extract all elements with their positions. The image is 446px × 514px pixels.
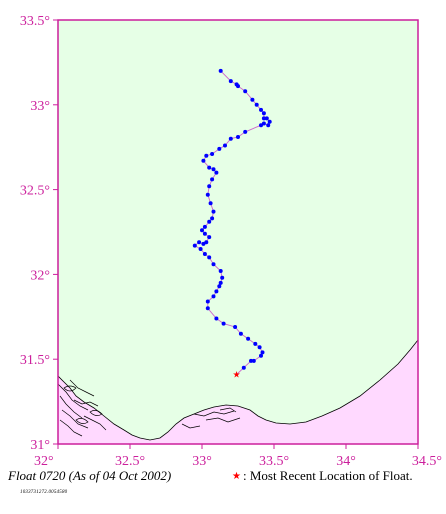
track-point — [261, 121, 266, 126]
track-point — [202, 231, 207, 236]
track-point — [210, 216, 215, 221]
track-point — [205, 299, 210, 304]
track-point — [200, 228, 204, 233]
track-point — [253, 341, 258, 346]
track-point — [192, 243, 197, 248]
track-point — [201, 241, 206, 246]
y-tick-label: 31° — [30, 438, 50, 453]
track-point — [221, 321, 226, 326]
track-point — [267, 119, 272, 124]
track-point — [260, 350, 265, 355]
track-point — [207, 219, 212, 224]
track-point — [236, 84, 240, 89]
track-point — [205, 192, 210, 197]
y-tick-label: 33° — [30, 99, 50, 114]
track-point — [261, 111, 266, 116]
land-area — [58, 340, 418, 444]
track-point — [214, 289, 219, 294]
track-point — [207, 184, 212, 189]
track-point — [241, 365, 246, 370]
track-point — [197, 240, 202, 245]
track-point — [251, 358, 256, 363]
track-point — [254, 102, 259, 107]
track-point — [259, 123, 263, 128]
y-tick-label: 33.5° — [20, 14, 50, 29]
track-point — [207, 165, 212, 170]
x-tick-label: 32.5° — [115, 454, 145, 469]
track-point — [211, 262, 216, 267]
track-point — [198, 247, 203, 251]
y-tick-label: 32.5° — [20, 184, 50, 199]
x-tick-label: 34° — [336, 454, 356, 469]
track-point — [218, 280, 223, 285]
x-tick-label: 32° — [34, 454, 54, 469]
track-point — [214, 316, 219, 321]
track-point — [238, 331, 243, 336]
track-point — [249, 358, 253, 363]
track-point — [201, 158, 206, 163]
delta-channels — [58, 379, 241, 437]
track-point — [211, 294, 216, 299]
latitude-axis: 31° 31.5° 32° 32.5° 33° 33.5° — [20, 14, 58, 453]
track-point — [205, 306, 210, 311]
track-point — [208, 201, 213, 206]
track-point — [207, 235, 212, 240]
track-point — [214, 170, 219, 175]
track-point — [228, 79, 233, 84]
track-point — [259, 353, 263, 358]
track-point — [218, 269, 223, 273]
track-point — [223, 143, 227, 148]
track-point — [264, 116, 269, 121]
track-point — [202, 224, 207, 229]
track-point — [259, 107, 263, 112]
track-point — [250, 97, 255, 102]
track-point — [233, 325, 238, 329]
legend-star-icon: ★ — [232, 471, 241, 482]
most-recent-location-marker: ★ — [233, 371, 241, 381]
track-points — [192, 68, 272, 370]
track-point — [261, 116, 266, 121]
map-frame — [57, 19, 419, 445]
longitude-axis: 32° 32.5° 33° 33.5° 34° 34.5° — [34, 444, 442, 469]
image-id-label: 1033731272.0054580 — [20, 490, 68, 495]
track-point — [204, 240, 209, 245]
track-point — [207, 255, 212, 260]
track-point — [217, 284, 222, 289]
track-point — [204, 153, 209, 158]
track-point — [246, 336, 251, 341]
y-tick-label: 32° — [30, 268, 50, 283]
x-tick-label: 34.5° — [412, 454, 442, 469]
track-point — [211, 167, 216, 172]
track-point — [266, 123, 271, 128]
track-point — [217, 146, 222, 151]
track-point — [202, 252, 207, 256]
track-point — [228, 136, 233, 141]
y-tick-label: 31.5° — [20, 353, 50, 368]
track-point — [220, 275, 225, 280]
track-point — [257, 345, 262, 350]
track-point — [243, 129, 248, 134]
legend: ★: Most Recent Location of Float. — [232, 468, 413, 484]
track-point — [236, 135, 240, 139]
track-point — [210, 177, 215, 182]
track-point — [211, 209, 216, 214]
x-tick-label: 33° — [192, 454, 212, 469]
float-title: Float 0720 (As of 04 Oct 2002) — [8, 468, 172, 483]
legend-text: : Most Recent Location of Float. — [242, 468, 413, 483]
track-point — [243, 89, 248, 94]
track-point — [210, 152, 215, 156]
x-tick-label: 33.5° — [259, 454, 289, 469]
track-point — [218, 68, 223, 73]
